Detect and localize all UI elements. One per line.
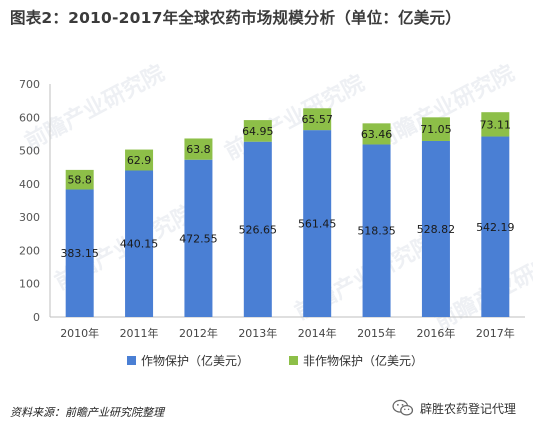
legend-swatch [289,356,298,365]
y-tick-label: 200 [19,244,40,257]
bar-crop-protection [243,141,272,317]
bar-non-crop-protection [184,138,213,160]
data-label: 472.55 [179,232,218,245]
bar-crop-protection [184,159,213,317]
legend-label: 作物保护（亿美元） [141,353,249,368]
bar-non-crop-protection [481,112,510,137]
chart-title: 图表2：2010-2017年全球农药市场规模分析（单位：亿美元） [10,9,461,27]
x-tick-label: 2014年 [298,326,337,340]
y-tick-label: 100 [19,278,40,291]
bar-crop-protection [303,130,332,317]
bar-non-crop-protection [65,169,94,190]
legend-swatch [127,356,136,365]
x-tick-label: 2011年 [120,326,159,340]
data-label: 63.8 [186,143,211,156]
y-tick-label: 500 [19,145,40,158]
data-label: 64.95 [242,125,274,138]
bar-non-crop-protection [303,108,332,131]
x-tick-label: 2010年 [60,326,99,340]
bar-non-crop-protection [243,120,272,142]
y-tick-label: 700 [19,78,40,91]
bar-crop-protection [125,170,154,317]
y-axis: 0 100 200 300 400 500 600 700 [19,78,51,324]
source-note: 资料来源：前瞻产业研究院整理 [10,406,164,419]
data-label: 528.82 [417,223,456,236]
bar-non-crop-protection [125,149,154,171]
x-tick-label: 2017年 [476,326,515,340]
legend-label: 非作物保护（亿美元） [303,353,423,368]
data-label: 71.05 [420,123,452,136]
legend: 作物保护（亿美元） 非作物保护（亿美元） [127,353,423,368]
data-label: 63.46 [361,128,393,141]
x-tick-label: 2013年 [238,326,277,340]
data-label: 73.11 [480,118,512,131]
y-tick-label: 600 [19,111,40,124]
credit-name: 辟胜农药登记代理 [420,401,517,416]
watermark-text: 前瞻产业研究院 [21,60,169,155]
x-axis: 2010年 2011年 2012年 2013年 2014年 2015年 2016年 2017年 [50,316,525,340]
bar-crop-protection [481,136,510,317]
bar-crop-protection [362,144,391,317]
bar-non-crop-protection [421,117,450,141]
watermark-text: 前瞻产业研究院 [221,70,369,165]
x-tick-label: 2012年 [179,326,218,340]
x-tick-label: 2015年 [357,326,396,340]
y-tick-label: 0 [33,311,40,324]
x-tick-label: 2016年 [416,326,455,340]
data-label: 542.19 [476,221,515,234]
wechat-icon [392,399,414,416]
y-tick-label: 400 [19,178,40,191]
data-label: 383.15 [60,247,99,260]
bar-crop-protection [65,189,94,317]
bar-crop-protection [421,140,450,317]
value-labels: 383.15 58.8 440.15 62.9 472.55 63.8 526.65 64.9… [60,113,514,260]
watermark-layer: 前瞻产业研究院前瞻产业研究院前瞻产业研究院前瞻产业研究院前瞻产业研究院前瞻产业研… [21,60,533,335]
bars [65,108,510,317]
bar-non-crop-protection [362,123,391,145]
data-label: 561.45 [298,218,337,231]
data-label: 62.9 [127,154,152,167]
credit: 辟胜农药登记代理 [392,399,516,417]
data-label: 518.35 [357,225,396,238]
data-label: 65.57 [301,113,333,126]
y-tick-label: 300 [19,211,40,224]
data-label: 440.15 [120,238,159,251]
data-label: 58.8 [67,174,92,187]
data-label: 526.65 [239,223,278,236]
